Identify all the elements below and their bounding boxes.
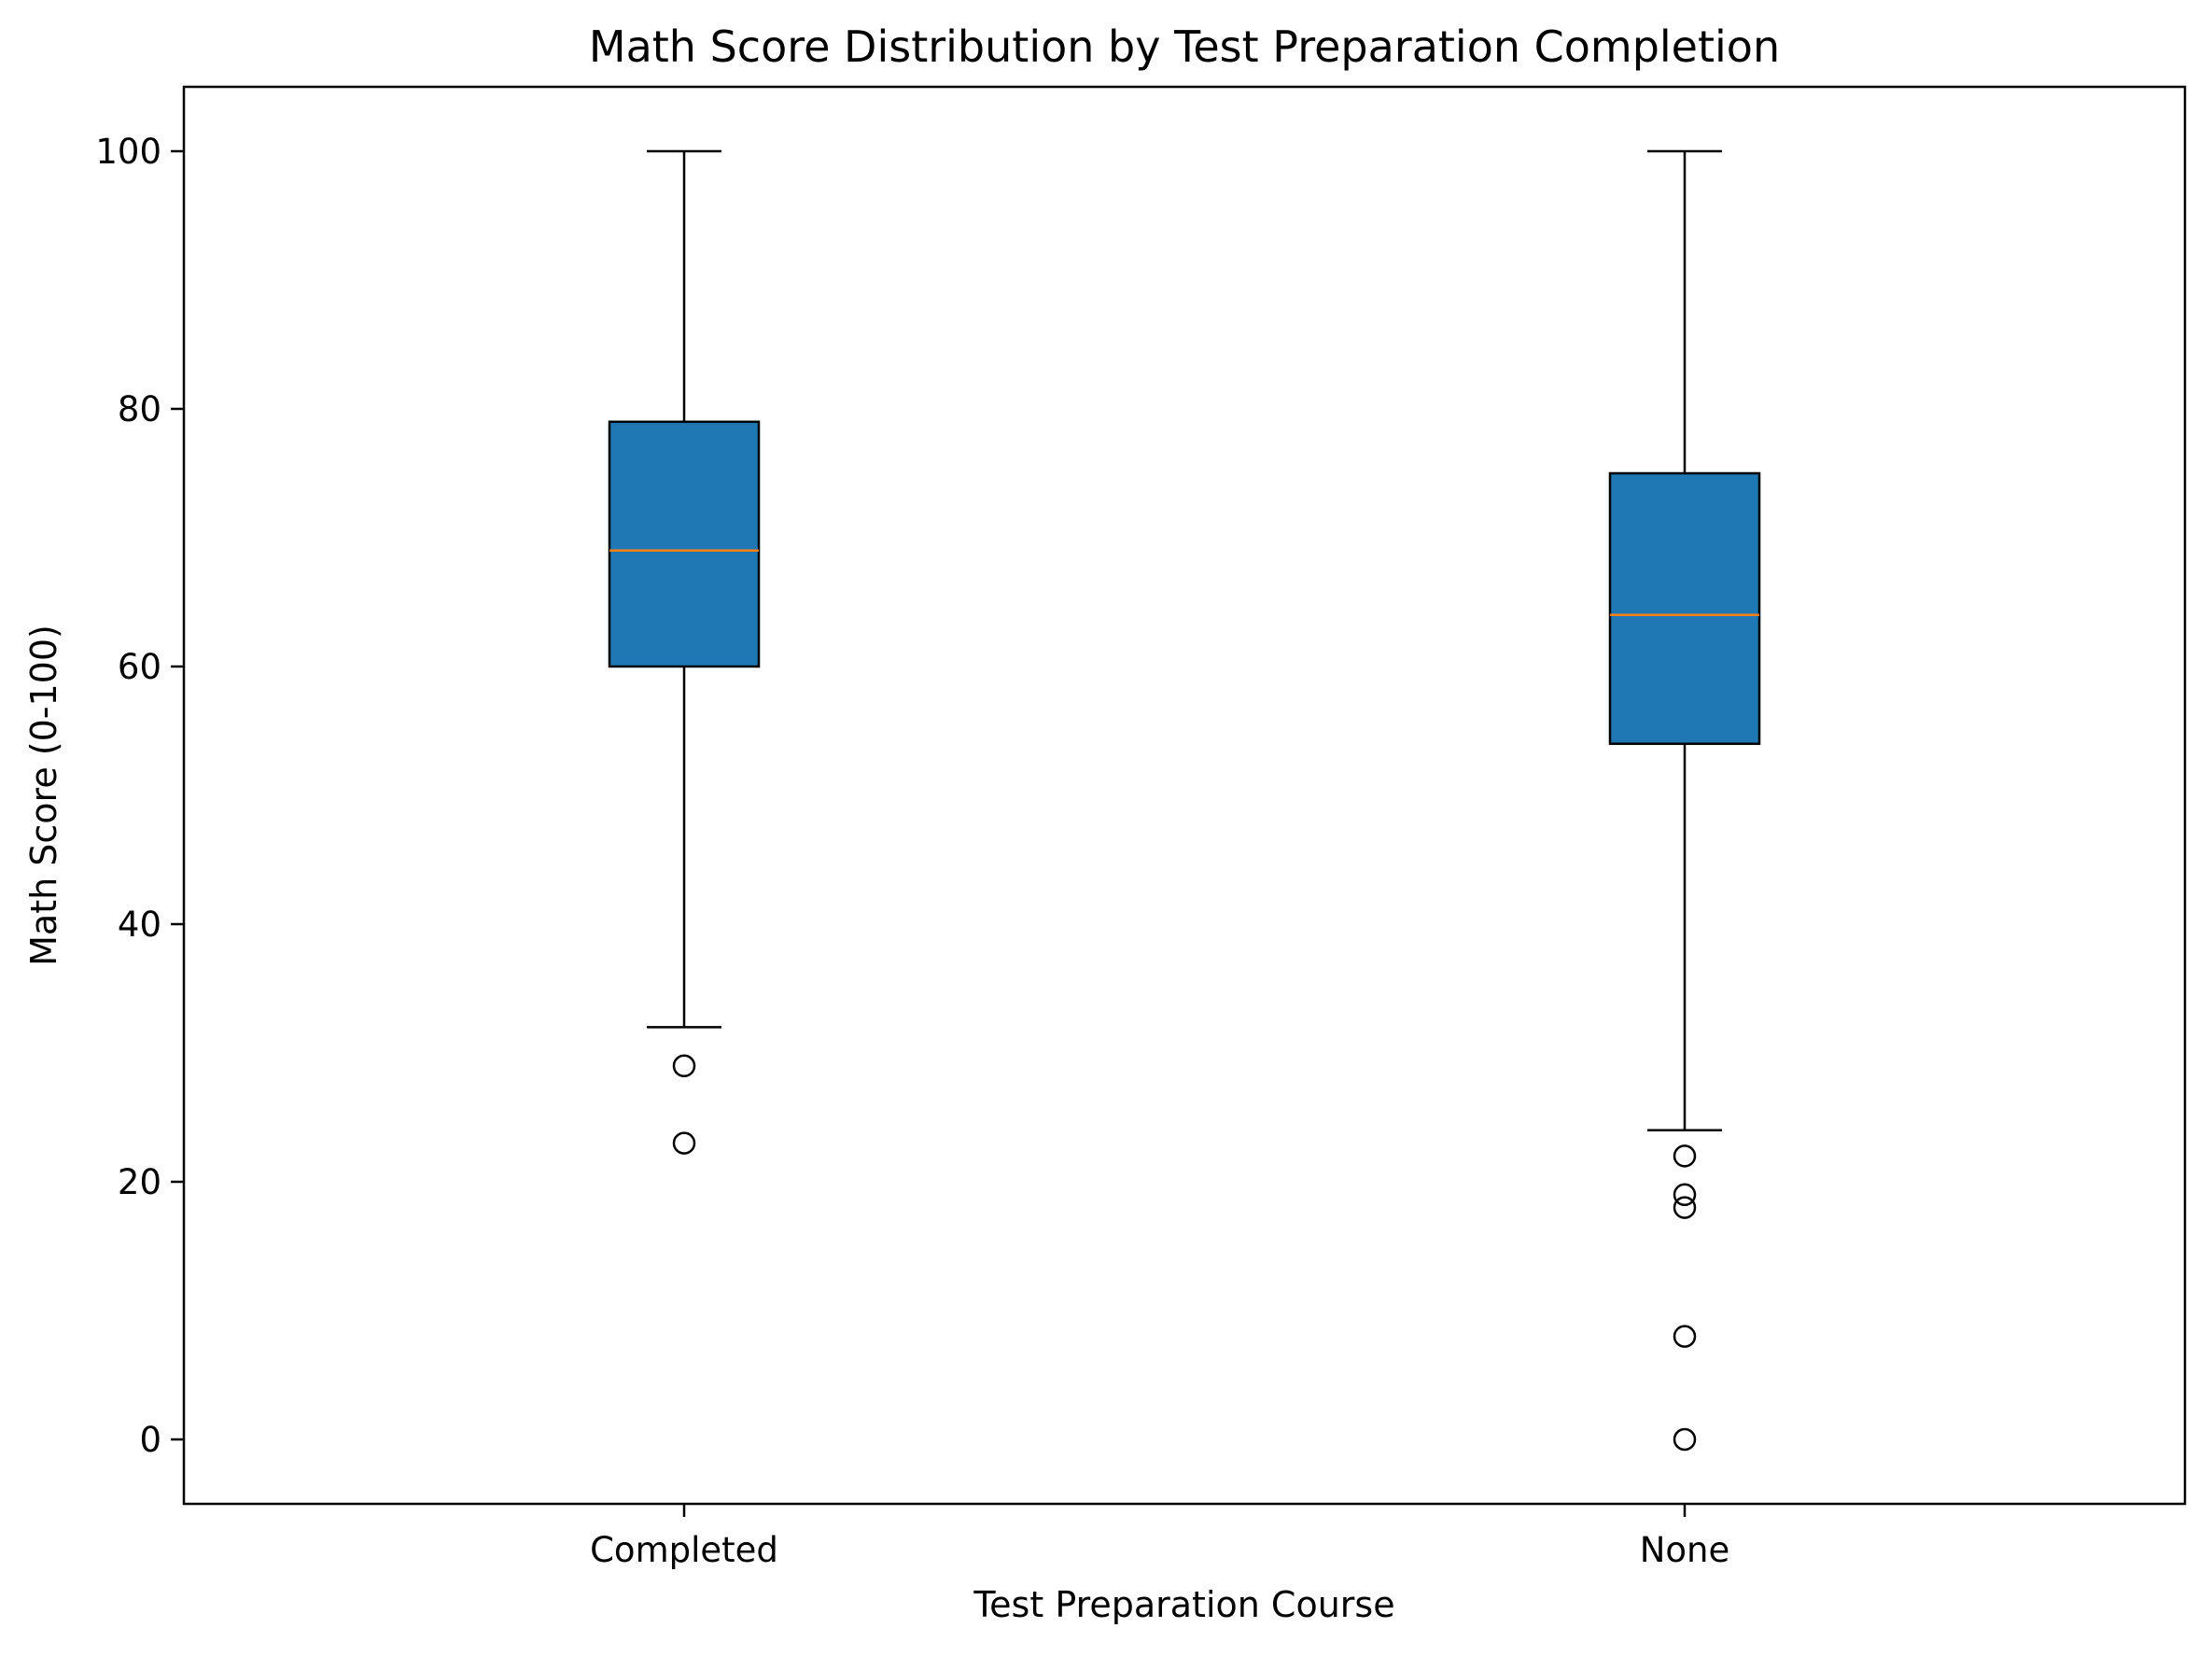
box-group-completed [608,149,761,1155]
chart-title: Math Score Distribution by Test Preparat… [589,21,1780,72]
x-tick-label: Completed [590,1530,778,1570]
ticks-layer: 0 20 40 60 80 100 Completed None [95,132,1729,1570]
y-tick-label: 0 [139,1420,161,1460]
outlier-point [672,1131,696,1155]
plot-frame [182,85,2187,1506]
y-tick-label: 20 [118,1162,161,1202]
outlier-point [1673,1196,1697,1219]
iqr-box [608,420,761,668]
y-tick-label: 80 [118,389,161,429]
marks-layer [608,149,1761,1452]
y-tick-label: 40 [118,905,161,945]
iqr-box [1608,471,1761,746]
x-tick-label: None [1640,1530,1730,1570]
outlier-point [672,1054,696,1078]
x-axis-label: Test Preparation Course [973,1584,1394,1625]
outlier-point [1673,1427,1697,1452]
outlier-point [1673,1144,1697,1168]
outlier-point [1673,1183,1697,1207]
y-tick-label: 100 [95,132,161,172]
outlier-point [1673,1325,1697,1348]
box-group-none [1608,149,1761,1452]
y-axis-label: Math Score (0-100) [23,625,64,966]
y-tick-label: 60 [118,647,161,687]
